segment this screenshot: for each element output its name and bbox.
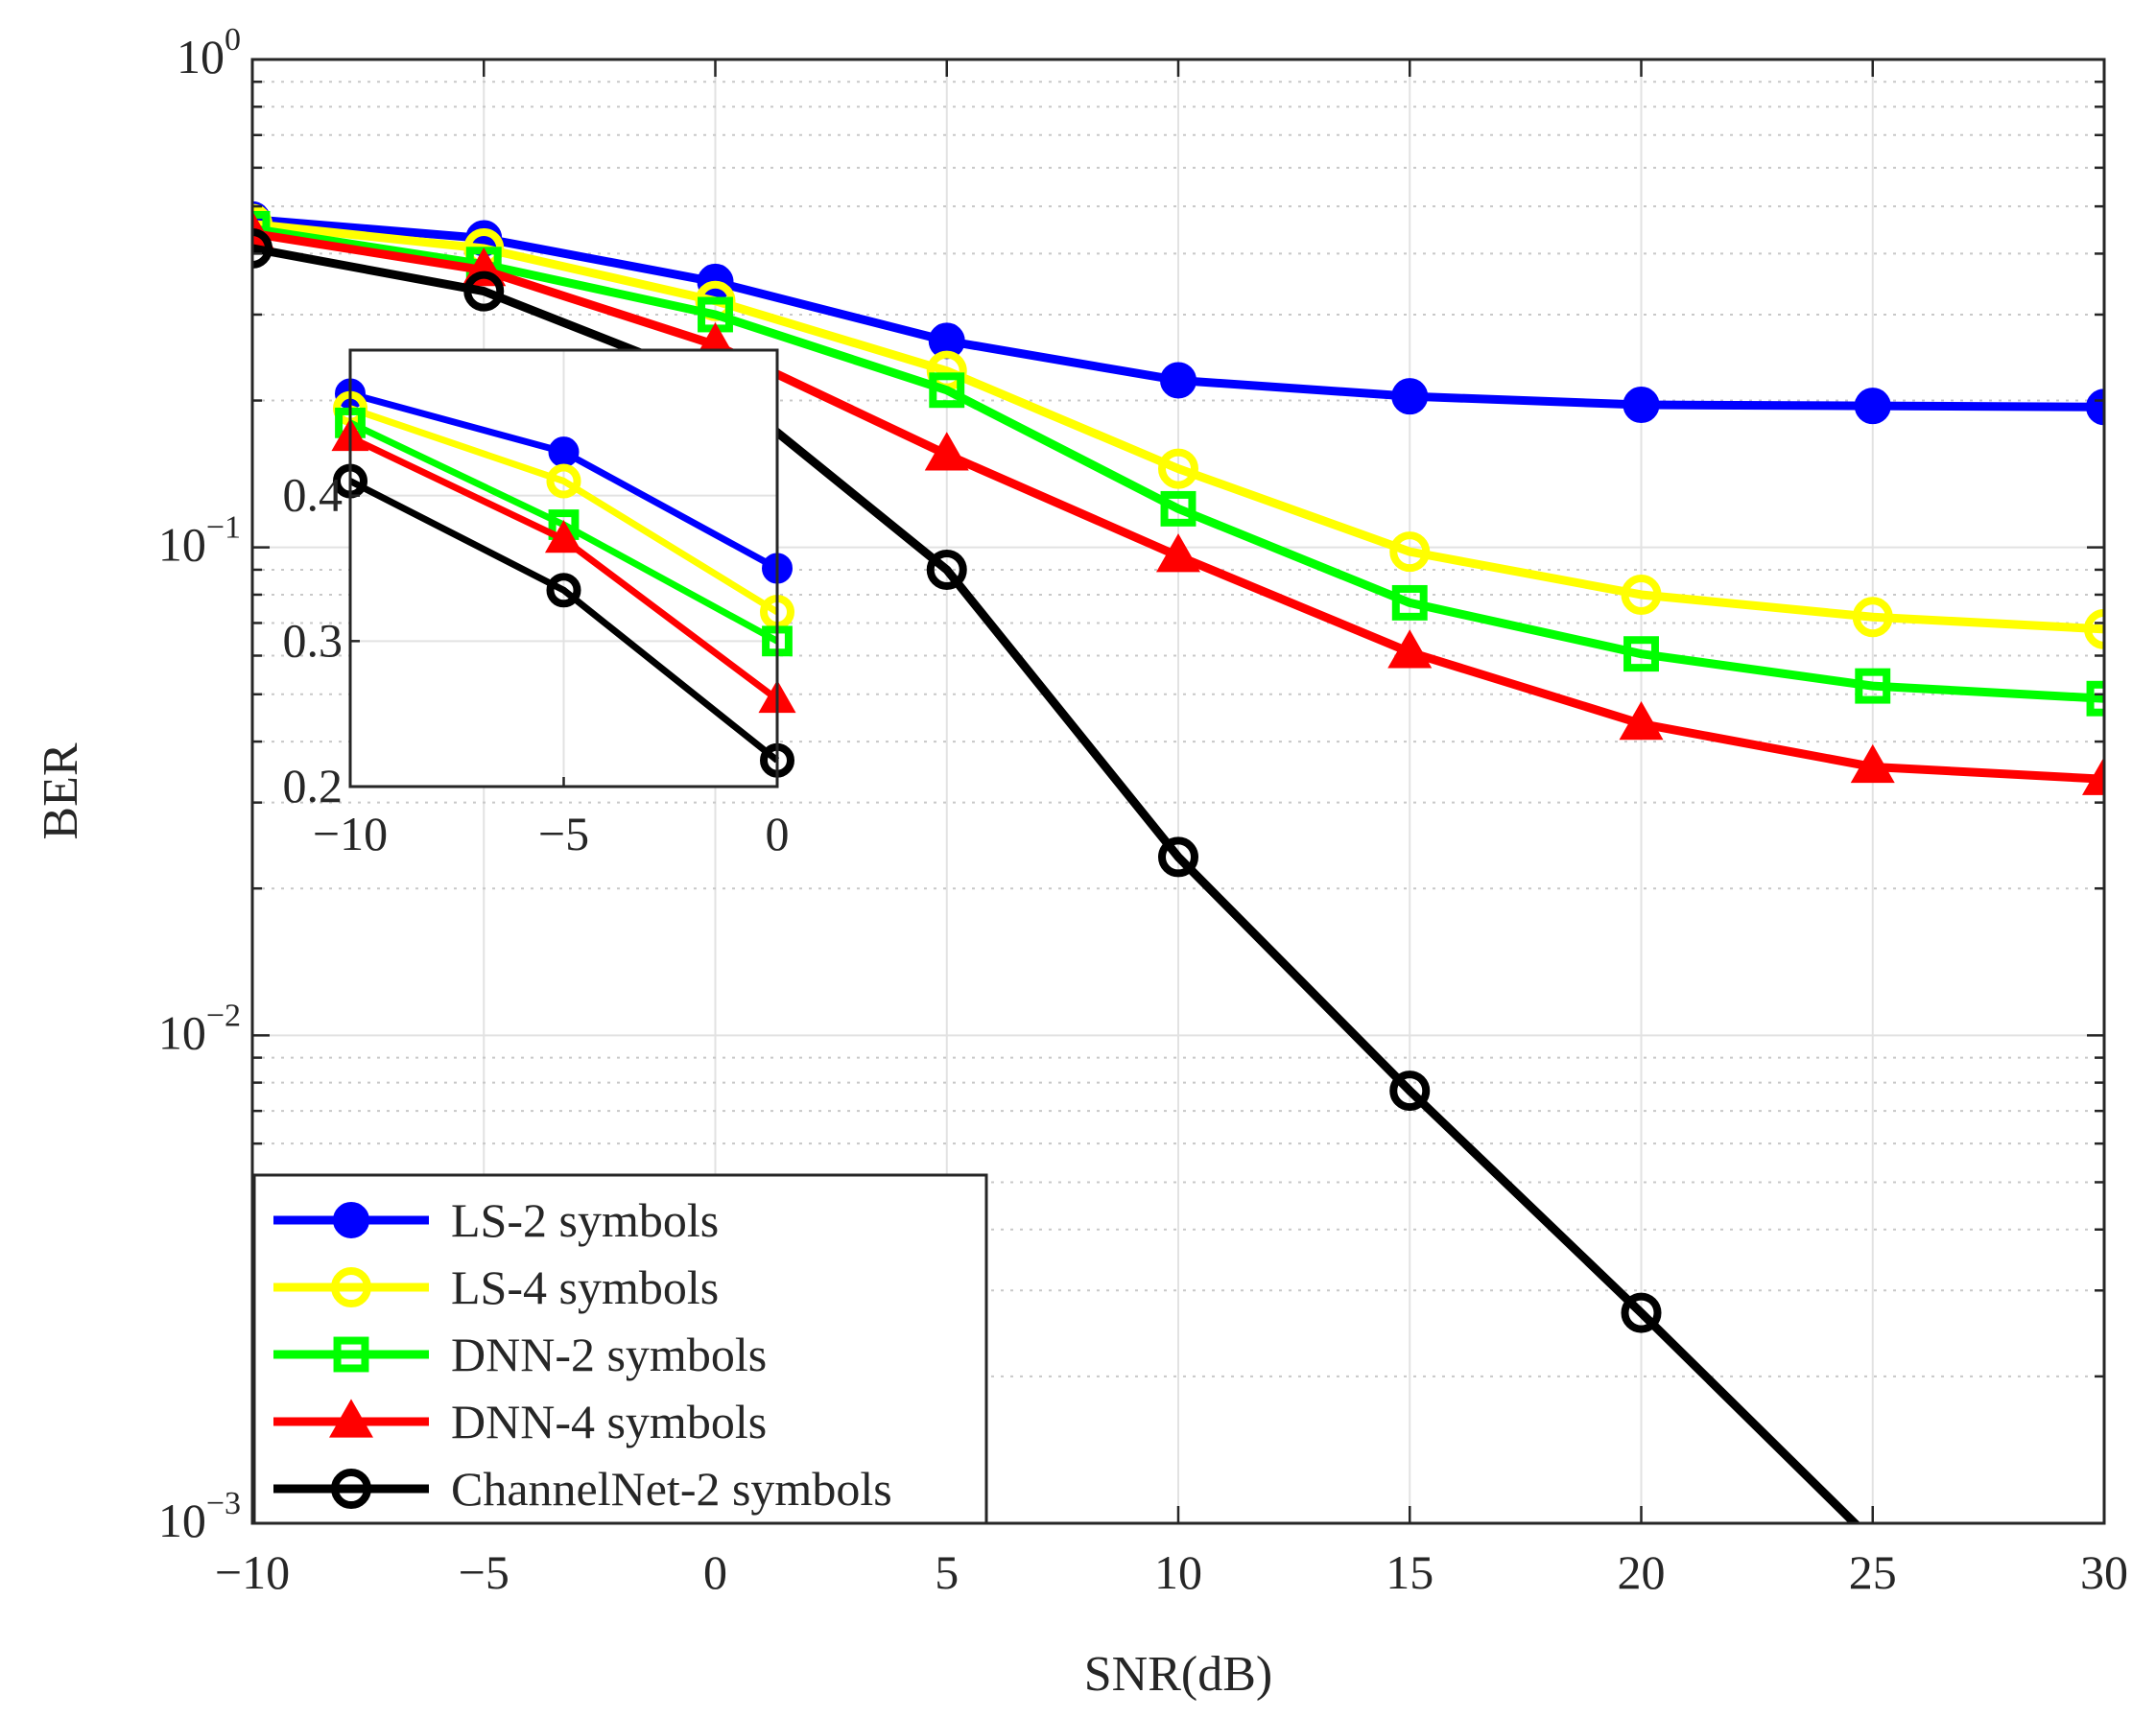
marker-open-circle xyxy=(2084,608,2104,649)
main-series-group xyxy=(252,200,2104,1523)
marker-open-circle xyxy=(1852,597,1893,638)
x-axis-label: SNR(dB) xyxy=(1084,1647,1272,1702)
inset-series-line-channelnet-2-symbols xyxy=(348,478,780,764)
legend-item-dnn-2-symbols: DNN-2 symbols xyxy=(273,1328,767,1381)
marker-filled-triangle xyxy=(924,432,969,471)
marker-filled-circle xyxy=(1854,388,1891,425)
marker-open-circle xyxy=(1621,574,1662,615)
marker-filled-triangle xyxy=(329,1399,373,1438)
marker-open-circle xyxy=(331,1469,371,1509)
legend-label: LS-2 symbols xyxy=(451,1193,719,1247)
y-tick-labels: 100 10−1 10−2 10−3 xyxy=(158,22,241,1547)
y-axis-label: BER xyxy=(34,742,88,839)
marker-open-square xyxy=(2086,680,2104,717)
marker-filled-circle xyxy=(333,1202,369,1238)
legend-label: DNN-4 symbols xyxy=(451,1395,767,1448)
x-tick-label: 5 xyxy=(935,1545,959,1599)
inset-x-tick-label: −5 xyxy=(538,807,589,860)
marker-open-square xyxy=(1391,584,1428,621)
marker-filled-triangle xyxy=(1850,743,1895,784)
marker-open-square xyxy=(333,1336,369,1373)
inset-x-tick-label: −10 xyxy=(313,807,388,860)
marker-open-square xyxy=(1160,490,1196,527)
marker-open-circle xyxy=(1621,1292,1662,1333)
legend-label: ChannelNet-2 symbols xyxy=(451,1462,892,1516)
inset-ticks xyxy=(348,494,779,788)
marker-open-circle xyxy=(1389,531,1431,573)
inset-x-tick-labels: −10 −5 0 xyxy=(313,807,790,860)
marker-filled-circle xyxy=(1623,387,1660,424)
x-tick-label: −5 xyxy=(459,1545,509,1599)
inset-x-tick-label: 0 xyxy=(766,807,790,860)
legend-box xyxy=(252,1173,988,1525)
inset-y-tick-label: 0.2 xyxy=(283,759,344,812)
y-tick-label: 10−3 xyxy=(158,1486,241,1547)
inset-series-line-ls-4-symbols xyxy=(348,405,779,615)
marker-filled-triangle xyxy=(1156,533,1200,573)
marker-open-circle xyxy=(463,271,505,312)
x-tick-label: 10 xyxy=(1154,1545,1202,1599)
x-tick-label: 15 xyxy=(1386,1545,1433,1599)
legend-item-ls-4-symbols: LS-4 symbols xyxy=(273,1260,719,1314)
marker-open-circle xyxy=(331,1267,371,1307)
marker-open-circle xyxy=(252,227,272,269)
legend: LS-2 symbols LS-4 symbols DNN-2 symbols DNN… xyxy=(252,1173,988,1525)
marker-open-circle xyxy=(1158,448,1198,489)
legend-label: LS-4 symbols xyxy=(451,1260,719,1314)
x-tick-labels: −10 −5 0 5 10 15 20 25 30 xyxy=(215,1545,2128,1599)
inset-y-tick-labels: 0.2 0.3 0.4 xyxy=(283,468,344,812)
marker-filled-triangle xyxy=(544,520,583,553)
x-tick-label: 20 xyxy=(1618,1545,1666,1599)
series-line-channelnet-2-symbols xyxy=(252,244,1861,1523)
marker-open-circle xyxy=(546,573,581,608)
series-line-dnn-2-symbols xyxy=(252,224,2104,703)
marker-filled-triangle xyxy=(2082,756,2104,795)
series-line-ls-4-symbols xyxy=(252,220,2104,634)
y-tick-label: 10−2 xyxy=(158,998,241,1059)
inset-y-tick-label: 0.3 xyxy=(283,613,344,667)
marker-open-square xyxy=(1855,668,1891,704)
marker-open-circle xyxy=(1389,1071,1431,1112)
y-tick-label: 10−1 xyxy=(158,510,241,572)
x-tick-label: 30 xyxy=(2080,1545,2128,1599)
x-tick-label: 25 xyxy=(1849,1545,1897,1599)
inset-y-tick-label: 0.4 xyxy=(283,468,344,522)
marker-filled-triangle xyxy=(1619,700,1664,741)
marker-filled-triangle xyxy=(1387,629,1433,669)
marker-open-square xyxy=(929,372,965,409)
marker-open-circle xyxy=(546,463,581,499)
x-tick-label: 0 xyxy=(703,1545,727,1599)
marker-filled-circle xyxy=(1160,362,1196,399)
legend-item-channelnet-2-symbols: ChannelNet-2 symbols xyxy=(273,1462,892,1516)
marker-filled-circle xyxy=(548,436,580,468)
legend-label: DNN-2 symbols xyxy=(451,1328,767,1381)
inset-axes: −10 −5 0 0.2 0.3 0.4 xyxy=(283,348,796,860)
y-tick-label: 100 xyxy=(177,22,241,83)
marker-open-circle xyxy=(926,549,967,590)
x-tick-label: −10 xyxy=(215,1545,290,1599)
marker-open-square xyxy=(1623,636,1659,672)
legend-item-dnn-4-symbols: DNN-4 symbols xyxy=(273,1395,767,1448)
legend-items: LS-2 symbols LS-4 symbols DNN-2 symbols DNN… xyxy=(273,1193,892,1516)
legend-item-ls-2-symbols: LS-2 symbols xyxy=(273,1193,719,1247)
marker-open-circle xyxy=(1158,836,1198,878)
marker-filled-circle xyxy=(2086,388,2104,426)
marker-filled-circle xyxy=(1391,378,1429,415)
